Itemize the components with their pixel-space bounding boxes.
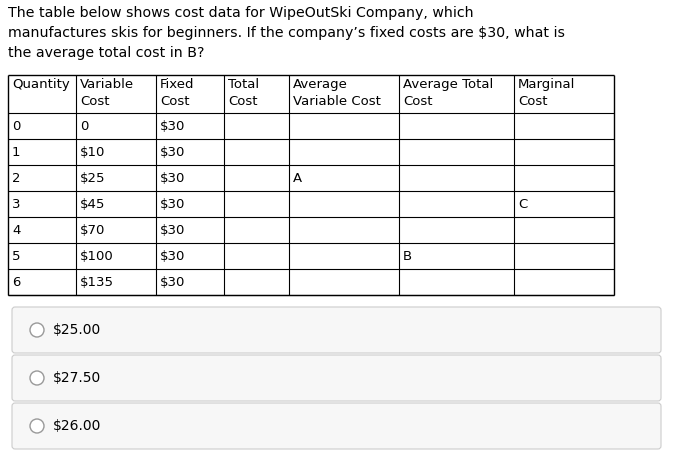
Circle shape xyxy=(30,323,44,337)
Text: $30: $30 xyxy=(160,197,185,211)
Text: 0: 0 xyxy=(80,120,89,133)
Text: $30: $30 xyxy=(160,224,185,236)
Text: C: C xyxy=(518,197,527,211)
Text: $45: $45 xyxy=(80,197,105,211)
Text: $100: $100 xyxy=(80,250,114,263)
Text: Cost: Cost xyxy=(403,95,432,108)
Text: Average Total: Average Total xyxy=(403,78,493,91)
FancyBboxPatch shape xyxy=(12,307,661,353)
Text: A: A xyxy=(293,172,302,184)
Text: Cost: Cost xyxy=(518,95,547,108)
Text: $10: $10 xyxy=(80,145,105,159)
Text: $30: $30 xyxy=(160,250,185,263)
Text: Variable Cost: Variable Cost xyxy=(293,95,381,108)
Text: $135: $135 xyxy=(80,275,114,288)
Text: $30: $30 xyxy=(160,145,185,159)
Text: Variable: Variable xyxy=(80,78,134,91)
Text: 4: 4 xyxy=(12,224,20,236)
Text: 2: 2 xyxy=(12,172,21,184)
Text: $25.00: $25.00 xyxy=(53,323,101,337)
Text: Cost: Cost xyxy=(228,95,258,108)
Text: 3: 3 xyxy=(12,197,21,211)
Text: 5: 5 xyxy=(12,250,21,263)
Text: 0: 0 xyxy=(12,120,20,133)
Text: The table below shows cost data for WipeOutSki Company, which
manufactures skis : The table below shows cost data for Wipe… xyxy=(8,6,565,60)
Text: $27.50: $27.50 xyxy=(53,371,101,385)
Text: Average: Average xyxy=(293,78,348,91)
Text: Fixed: Fixed xyxy=(160,78,195,91)
FancyBboxPatch shape xyxy=(12,355,661,401)
Text: $26.00: $26.00 xyxy=(53,419,101,433)
Text: Total: Total xyxy=(228,78,259,91)
Text: Cost: Cost xyxy=(80,95,109,108)
Text: Marginal: Marginal xyxy=(518,78,575,91)
Text: $30: $30 xyxy=(160,172,185,184)
Text: $25: $25 xyxy=(80,172,105,184)
Text: B: B xyxy=(403,250,412,263)
Text: $70: $70 xyxy=(80,224,105,236)
Circle shape xyxy=(30,371,44,385)
FancyBboxPatch shape xyxy=(12,403,661,449)
Text: 1: 1 xyxy=(12,145,21,159)
Circle shape xyxy=(30,419,44,433)
Text: $30: $30 xyxy=(160,275,185,288)
Text: $30: $30 xyxy=(160,120,185,133)
Text: Quantity: Quantity xyxy=(12,78,70,91)
Text: 6: 6 xyxy=(12,275,20,288)
Text: Cost: Cost xyxy=(160,95,189,108)
